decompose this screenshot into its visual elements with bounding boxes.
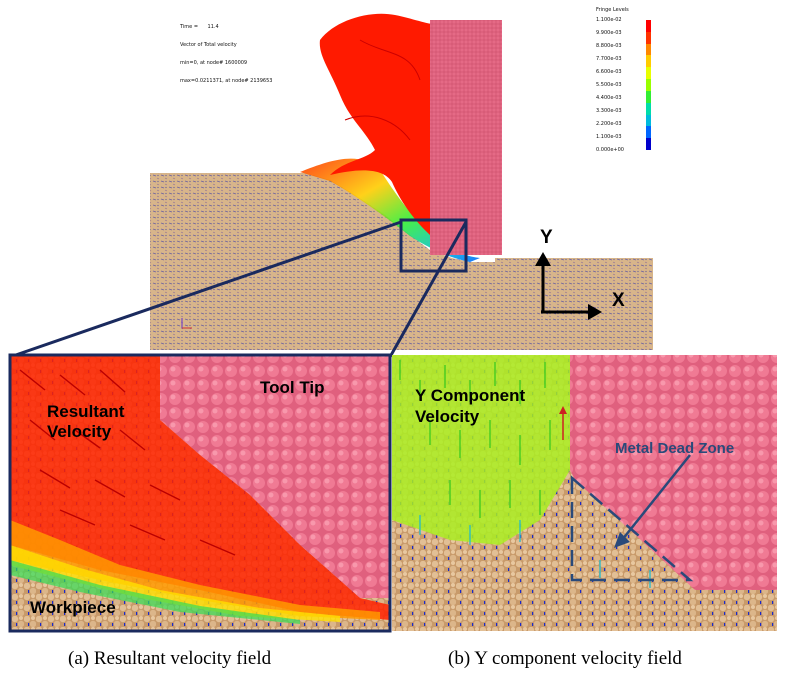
legend-value: 3.300e-03 [596,108,622,114]
legend-value: 4.400e-03 [596,95,622,101]
legend-value: 0.000e+00 [596,147,624,153]
legend-swatch [646,126,651,139]
sim-info: Time = 11.4 Vector of Total velocity min… [180,12,272,90]
legend-title: Fringe Levels [596,7,629,13]
legend-swatch [646,20,651,33]
legend-value: 2.200e-03 [596,121,622,127]
resultant-velocity-label: Resultant Velocity [47,402,125,441]
panel-a-frame [8,353,392,633]
y-component-velocity-label: Y Component Velocity [415,386,526,426]
axis-arrows [535,252,602,320]
zoom-line-right [388,221,468,358]
sim-time: Time = 11.4 [180,24,219,30]
legend-swatch [646,55,651,68]
legend-swatch [646,114,651,127]
legend-swatch [646,67,651,80]
legend-swatch [646,31,651,45]
legend-swatch [646,102,651,116]
shear-band [300,158,480,262]
legend-value: 8.800e-03 [596,43,622,49]
dead-zone-pointer [621,454,691,541]
panel-b [392,355,777,631]
tool-tip-label: Tool Tip [260,378,325,397]
legend-value: 7.700e-03 [596,56,622,62]
sim-vector: Vector of Total velocity [180,42,237,48]
metal-dead-zone-label: Metal Dead Zone [615,440,735,457]
axis-y-label: Y [540,227,553,248]
cutting-tool [430,20,502,255]
sim-min: min=0, at node# 1600009 [180,60,248,66]
panel-a [10,355,390,631]
axis-x-label: X [612,290,625,311]
zoom-line-left [9,220,402,359]
legend-value: 9.900e-03 [596,30,622,36]
workpiece-label: Workpiece [30,598,116,617]
legend-value: 1.100e-03 [596,134,622,140]
sim-max: max=0.0211371, at node# 2139653 [180,78,273,84]
legend-value: 1.100e-02 [596,17,622,23]
zoom-box [399,218,468,273]
legend-swatch [646,138,651,151]
small-axis-triad [181,318,192,329]
legend-value: 5.500e-03 [596,82,622,88]
legend-swatch [646,90,651,104]
caption-a: (a) Resultant velocity field [68,648,272,669]
legend-value: 6.600e-03 [596,69,622,75]
caption-b: (b) Y component velocity field [448,648,682,669]
legend-swatch [646,79,651,92]
legend-swatch [646,43,651,56]
fringe-legend: Fringe Levels 1.100e-02 9.900e-03 8.800e-0… [596,7,652,162]
